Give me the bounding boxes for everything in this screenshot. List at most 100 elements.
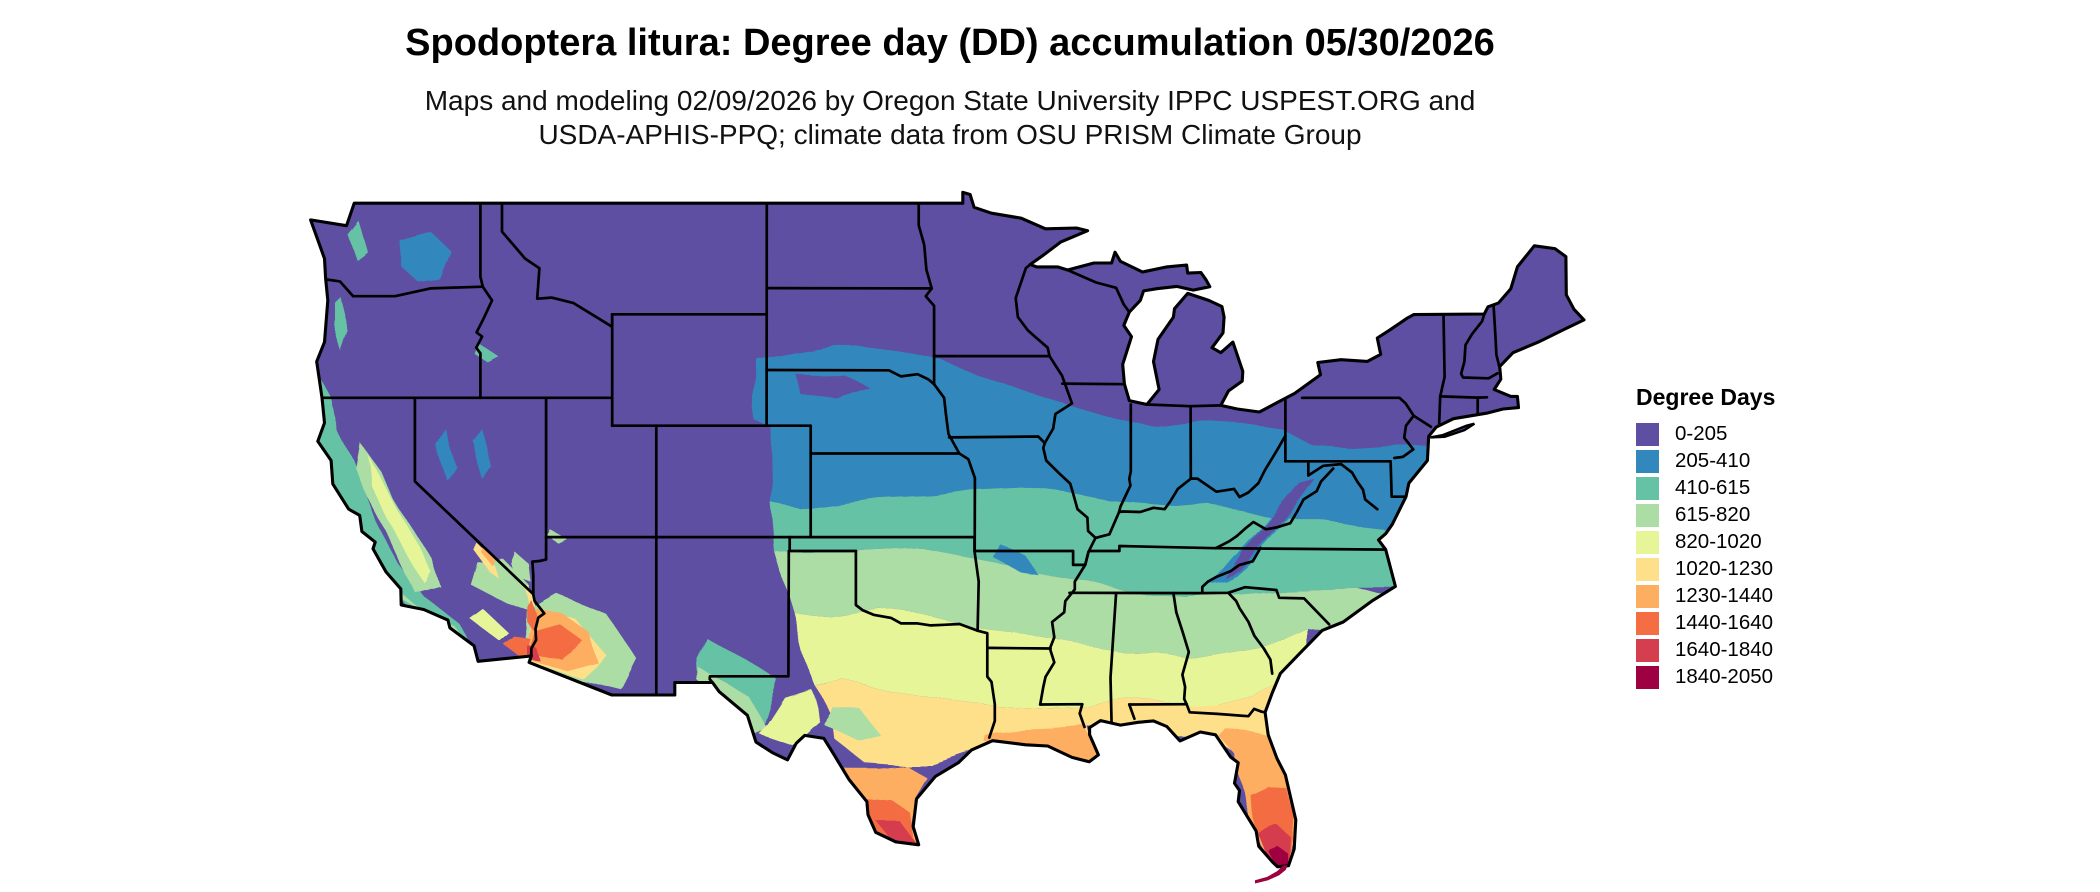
- state-border-line: [957, 452, 977, 553]
- legend-color-swatch: [1636, 611, 1659, 635]
- degree-day-region: [822, 704, 881, 741]
- legend-color-swatch: [1636, 638, 1659, 662]
- state-border-line: [1066, 268, 1131, 314]
- state-border-line: [1145, 403, 1223, 408]
- degree-day-region: [1269, 847, 1290, 867]
- legend-row: 0-205: [1636, 421, 1775, 447]
- long-island: [1430, 422, 1476, 439]
- legend-color-swatch: [1636, 530, 1659, 554]
- subtitle-line-1: Maps and modeling 02/09/2026 by Oregon S…: [424, 85, 1476, 116]
- us-outline: [309, 190, 1586, 869]
- degree-day-region: [503, 636, 532, 660]
- state-border-line: [531, 396, 548, 596]
- degree-day-region: [531, 624, 585, 660]
- legend-row: 205-410: [1636, 448, 1775, 474]
- degree-day-region: [472, 428, 490, 476]
- legend-bin-label: 1440-1640: [1675, 611, 1774, 634]
- degree-day-region: [814, 679, 1300, 771]
- state-border-line: [1214, 467, 1335, 550]
- state-border-line: [1300, 396, 1416, 460]
- state-border-line: [1389, 459, 1408, 499]
- degree-day-region: [335, 297, 350, 354]
- state-border-line: [924, 287, 936, 386]
- legend-color-swatch: [1636, 503, 1659, 527]
- state-border-line: [1492, 304, 1501, 368]
- degree-day-region: [346, 219, 367, 259]
- us-map-svg: [309, 190, 1586, 884]
- legend-color-swatch: [1636, 422, 1659, 446]
- state-border-line: [1185, 702, 1267, 718]
- degree-day-region: [697, 637, 777, 730]
- legend-bin-label: 410-615: [1675, 476, 1751, 499]
- legend-bin-label: 1640-1840: [1675, 638, 1774, 661]
- degree-day-region: [758, 687, 819, 745]
- degree-day-region: [436, 428, 457, 482]
- legend-color-swatch: [1636, 449, 1659, 473]
- state-border-line: [1014, 263, 1051, 358]
- map-raster-layer: [310, 192, 1584, 867]
- degree-day-region: [877, 822, 920, 848]
- state-border-line: [973, 535, 981, 633]
- page-subtitle: Maps and modeling 02/09/2026 by Oregon S…: [0, 84, 1900, 152]
- state-border-line: [1306, 459, 1379, 511]
- state-border-line: [1038, 702, 1086, 729]
- degree-day-region: [526, 598, 538, 632]
- state-border-line: [854, 549, 979, 633]
- florida-keys: [1255, 865, 1288, 884]
- state-border-line: [1038, 536, 1097, 706]
- legend-items: 0-205 205-410 410-615 615-820 820-1020 1020-1…: [1636, 421, 1775, 690]
- degree-day-region: [472, 542, 497, 577]
- us-degree-day-map: [298, 182, 1598, 892]
- legend-row: 410-615: [1636, 475, 1775, 501]
- state-border-line: [973, 549, 1090, 567]
- state-border-line: [1437, 312, 1446, 428]
- degree-day-color-field: [310, 219, 1438, 867]
- state-borders: [320, 201, 1501, 739]
- legend-row: 1020-1230: [1636, 556, 1775, 582]
- state-border-line: [917, 201, 934, 290]
- degree-day-region: [475, 344, 501, 365]
- state-border-line: [325, 278, 485, 298]
- state-border-line: [1200, 546, 1262, 595]
- state-border-line: [985, 646, 1052, 650]
- degree-day-region: [992, 545, 1037, 574]
- legend-color-swatch: [1636, 476, 1659, 500]
- legend-row: 1840-2050: [1636, 664, 1775, 690]
- state-border-line: [1041, 354, 1097, 540]
- state-border-line: [500, 201, 614, 329]
- legend-color-swatch: [1636, 584, 1659, 608]
- legend-row: 820-1020: [1636, 529, 1775, 555]
- state-border-line: [1438, 395, 1489, 399]
- state-border-line: [474, 285, 494, 400]
- state-border-line: [947, 435, 1047, 445]
- legend-bin-label: 1230-1440: [1675, 584, 1774, 607]
- state-border-line: [1060, 382, 1127, 386]
- legend-row: 1440-1640: [1636, 610, 1775, 636]
- legend-bin-label: 615-820: [1675, 503, 1751, 526]
- state-border-line: [1117, 403, 1133, 514]
- subtitle-line-2: USDA-APHIS-PPQ; climate data from OSU PR…: [538, 119, 1362, 151]
- degree-day-region: [776, 548, 1438, 657]
- page-title: Spodoptera litura: Degree day (DD) accum…: [405, 22, 1495, 64]
- legend-bin-label: 820-1020: [1675, 530, 1762, 553]
- legend-title: Degree Days: [1636, 384, 1776, 410]
- state-border-line: [1214, 546, 1390, 551]
- degree-day-region: [401, 233, 451, 281]
- degree-day-region: [794, 372, 872, 401]
- legend-bin-label: 1840-2050: [1675, 665, 1774, 688]
- state-border-line: [708, 549, 791, 684]
- degree-day-region: [509, 551, 531, 582]
- legend-bin-label: 0-205: [1675, 422, 1728, 445]
- degree-day-region: [754, 344, 1438, 560]
- state-border-line: [1109, 591, 1118, 726]
- state-border-line: [809, 382, 961, 455]
- state-border-line: [1459, 312, 1499, 380]
- state-border-line: [1412, 414, 1433, 429]
- legend-row: 1640-1840: [1636, 637, 1775, 663]
- degree-day-region: [794, 606, 1308, 709]
- state-border-line: [479, 201, 485, 289]
- degree-day-region: [479, 545, 494, 563]
- state-border-line: [1127, 703, 1136, 721]
- legend-color-swatch: [1636, 665, 1659, 689]
